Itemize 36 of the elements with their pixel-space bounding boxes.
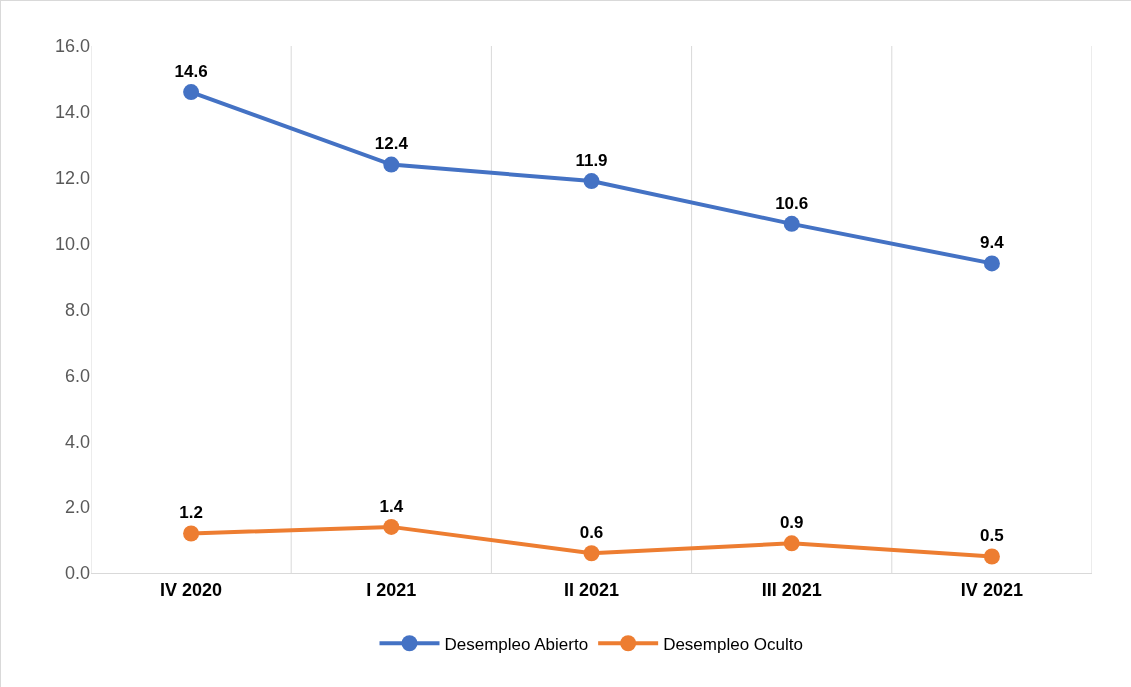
x-tick-label: II 2021	[563, 579, 620, 600]
data-label: 1.2	[179, 503, 203, 523]
x-tick-label: IV 2020	[160, 579, 223, 600]
data-label: 1.4	[379, 496, 404, 516]
x-tick-label: I 2021	[366, 579, 417, 600]
x-tick-label: III 2021	[761, 579, 822, 600]
legend-label: Desempleo Oculto	[663, 634, 803, 654]
point	[983, 548, 1000, 565]
point	[183, 84, 200, 101]
data-label: 10.6	[775, 193, 809, 213]
data-label: 0.5	[980, 526, 1004, 546]
legend-label: Desempleo Abierto	[444, 634, 589, 654]
point	[583, 545, 600, 562]
y-tick-label: 6.0	[64, 365, 90, 386]
data-label: 9.4	[980, 233, 1005, 253]
data-label: 0.6	[579, 522, 604, 542]
y-tick-label: 8.0	[64, 299, 90, 320]
x-tick-label: IV 2021	[960, 579, 1023, 600]
y-tick-label: 2.0	[64, 497, 90, 518]
y-tick-label: 10.0	[54, 233, 90, 254]
point	[183, 525, 200, 542]
data-label: 0.9	[779, 513, 804, 533]
y-tick-label: 12.0	[54, 168, 90, 189]
point	[783, 535, 800, 552]
point	[583, 173, 600, 190]
y-tick-label: 0.0	[64, 563, 90, 584]
point	[783, 215, 800, 232]
point	[983, 255, 1000, 272]
point	[383, 156, 400, 173]
data-label: 12.4	[374, 134, 409, 154]
data-label: 14.6	[174, 61, 208, 81]
point	[383, 518, 400, 535]
data-label: 11.9	[575, 150, 608, 170]
y-tick-label: 14.0	[54, 102, 90, 123]
y-tick-label: 4.0	[64, 431, 90, 452]
y-tick-label: 16.0	[54, 36, 90, 57]
